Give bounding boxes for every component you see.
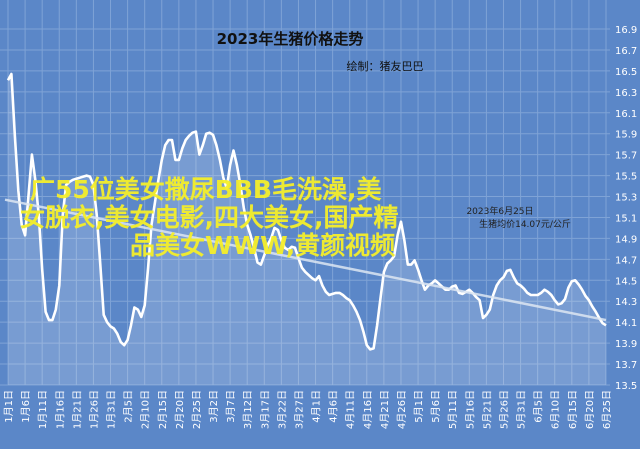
x-tick-label: 1月26日	[88, 390, 100, 429]
x-tick-label: 3月7日	[225, 390, 237, 423]
x-tick-label: 4月1日	[311, 390, 323, 423]
x-tick-label: 5月6日	[430, 390, 442, 423]
y-tick-label: 16.5	[615, 67, 637, 78]
x-tick-label: 6月5日	[533, 390, 545, 423]
x-tick-label: 3月17日	[259, 390, 271, 429]
x-tick-label: 5月31日	[516, 390, 528, 429]
subtitle: 绘制：猪友巴巴	[347, 59, 424, 73]
y-tick-label: 16.7	[615, 46, 637, 57]
y-tick-label: 15.1	[615, 213, 637, 224]
x-tick-label: 6月25日	[601, 390, 613, 429]
x-tick-label: 5月11日	[447, 390, 459, 429]
y-tick-label: 16.1	[615, 109, 637, 120]
x-tick-label: 4月16日	[362, 390, 374, 429]
overlay-line: 品美女WWW,黄颜视频	[130, 231, 395, 260]
x-tick-label: 3月22日	[276, 390, 288, 429]
x-tick-label: 4月26日	[396, 390, 408, 429]
y-tick-label: 16.9	[615, 25, 637, 36]
annotation: 2023年6月25日	[466, 205, 533, 217]
y-tick-label: 15.3	[615, 193, 637, 204]
x-tick-label: 4月6日	[328, 390, 340, 423]
marks	[4, 72, 607, 385]
x-tick-label: 3月2日	[208, 390, 220, 423]
x-tick-label: 1月16日	[54, 390, 66, 429]
x-tick-label: 2月5日	[123, 390, 135, 423]
x-tick-label: 5月1日	[413, 390, 425, 423]
y-tick-label: 14.7	[615, 255, 637, 266]
y-tick-label: 14.9	[615, 234, 637, 245]
x-tick-label: 1月31日	[106, 390, 118, 429]
overlay-line: 女脱衣,美女电影,四大美女,国产精	[20, 203, 399, 232]
y-tick-label: 13.5	[615, 381, 637, 392]
x-tick-label: 1月21日	[71, 390, 83, 429]
x-tick-label: 4月11日	[345, 390, 357, 429]
x-tick-label: 5月16日	[464, 390, 476, 429]
x-tick-label: 5月26日	[498, 390, 510, 429]
overlay-line: 广55位美女撒尿BBB毛洗澡,美	[30, 175, 381, 204]
x-tick-label: 1月6日	[20, 390, 32, 423]
line-area	[8, 74, 606, 385]
x-tick-label: 1月1日	[3, 390, 15, 423]
line	[6, 72, 607, 351]
x-tick-label: 6月10日	[550, 390, 562, 429]
x-tick-label: 5月21日	[481, 390, 493, 429]
y-tick-label: 16.3	[615, 88, 637, 99]
y-tick-label: 13.7	[615, 360, 637, 371]
y-tick-label: 14.5	[615, 276, 637, 287]
y-tick-label: 15.7	[615, 151, 637, 162]
x-tick-label: 4月21日	[379, 390, 391, 429]
y-tick-label: 14.3	[615, 297, 637, 308]
x-tick-label: 2月25日	[191, 390, 203, 429]
x-tick-label: 6月20日	[584, 390, 596, 429]
y-tick-label: 15.5	[615, 172, 637, 183]
grid	[0, 0, 610, 386]
x-tick-label: 3月27日	[293, 390, 305, 429]
x-tick-label: 3月12日	[242, 390, 254, 429]
annotation: 生猪均价14.07元/公斤	[479, 218, 571, 230]
y-tick-label: 14.1	[615, 318, 637, 329]
y-tick-label: 13.9	[615, 339, 637, 350]
x-tick-label: 2月20日	[174, 390, 186, 429]
x-tick-label: 2月15日	[157, 390, 169, 429]
chart-title: 2023年生猪价格走势	[217, 30, 364, 48]
x-tick-label: 1月11日	[37, 390, 49, 429]
trend-line	[4, 198, 607, 322]
y-tick-label: 15.9	[615, 130, 637, 141]
x-tick-label: 2月10日	[140, 390, 152, 429]
x-tick-label: 6月15日	[567, 390, 579, 429]
overlay-text: 广55位美女撒尿BBB毛洗澡,美 女脱衣,美女电影,四大美女,国产精 品美女WW…	[20, 175, 399, 260]
